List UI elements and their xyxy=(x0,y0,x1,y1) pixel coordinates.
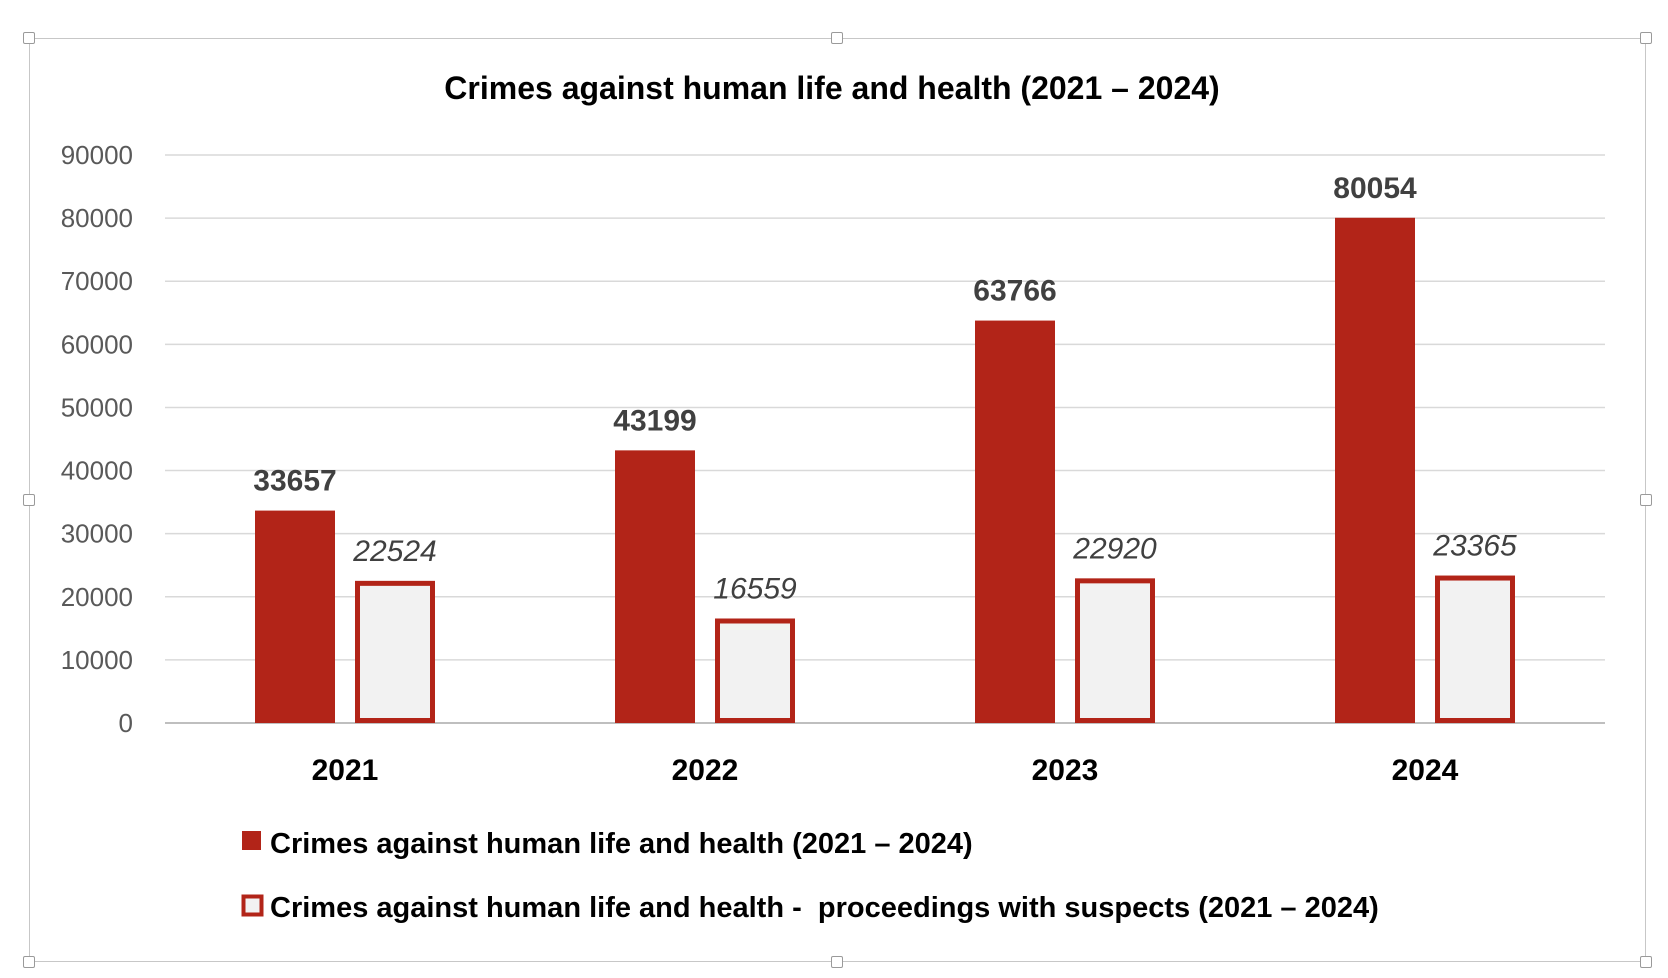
bar-with-suspects[interactable] xyxy=(1075,578,1155,723)
legend: Crimes against human life and health (20… xyxy=(241,828,1379,924)
data-label-with-suspects: 22920 xyxy=(1072,532,1157,565)
resize-handle-bottom-right[interactable] xyxy=(1640,956,1652,968)
y-tick-label: 20000 xyxy=(61,582,133,612)
data-label-with-suspects: 23365 xyxy=(1432,530,1517,563)
resize-handle-top-center[interactable] xyxy=(831,32,843,44)
legend-label: Crimes against human life and health (20… xyxy=(270,828,973,860)
y-tick-label: 70000 xyxy=(61,266,133,296)
bar-total[interactable] xyxy=(615,450,695,723)
y-axis: 0 10000 20000 30000 40000 50000 60000 70000 8000… xyxy=(61,140,133,738)
y-tick-label: 40000 xyxy=(61,456,133,486)
y-tick-label: 10000 xyxy=(61,645,133,675)
y-tick-label: 90000 xyxy=(61,140,133,170)
bar-with-suspects[interactable] xyxy=(715,618,795,724)
resize-handle-bottom-center[interactable] xyxy=(831,956,843,968)
y-tick-label: 0 xyxy=(119,708,133,738)
bar-total[interactable] xyxy=(255,510,335,723)
resize-handle-middle-left[interactable] xyxy=(23,494,35,506)
y-tick-label: 30000 xyxy=(61,519,133,549)
x-tick-label: 2024 xyxy=(1392,754,1459,787)
resize-handle-bottom-left[interactable] xyxy=(23,956,35,968)
legend-label: Crimes against human life and health - p… xyxy=(270,892,1379,924)
bar-total[interactable] xyxy=(975,320,1055,723)
y-tick-label: 80000 xyxy=(61,203,133,233)
bar-with-suspects[interactable] xyxy=(1435,575,1515,723)
legend-swatch-total xyxy=(242,831,261,850)
legend-swatch-with-suspects xyxy=(241,894,264,917)
y-tick-label: 50000 xyxy=(61,392,133,422)
resize-handle-middle-right[interactable] xyxy=(1640,494,1652,506)
chart-title: Crimes against human life and health (20… xyxy=(444,70,1219,106)
x-tick-label: 2021 xyxy=(312,754,379,787)
data-label-total: 33657 xyxy=(253,465,336,498)
bars xyxy=(255,217,1515,724)
bar-total[interactable] xyxy=(1335,217,1415,723)
x-tick-label: 2023 xyxy=(1032,754,1099,787)
data-label-total: 63766 xyxy=(973,275,1056,308)
x-axis: 2021 2022 2023 2024 xyxy=(312,754,1459,787)
data-label-total: 43199 xyxy=(613,404,696,437)
bar-with-suspects[interactable] xyxy=(355,580,435,723)
x-tick-label: 2022 xyxy=(672,754,739,787)
data-label-with-suspects: 22524 xyxy=(352,535,436,568)
resize-handle-top-left[interactable] xyxy=(23,32,35,44)
y-tick-label: 60000 xyxy=(61,329,133,359)
resize-handle-top-right[interactable] xyxy=(1640,32,1652,44)
data-label-with-suspects: 16559 xyxy=(713,572,797,605)
data-labels: 33657 22524 43199 16559 63766 22920 80054 23365 xyxy=(253,172,1517,606)
data-label-total: 80054 xyxy=(1333,172,1417,205)
